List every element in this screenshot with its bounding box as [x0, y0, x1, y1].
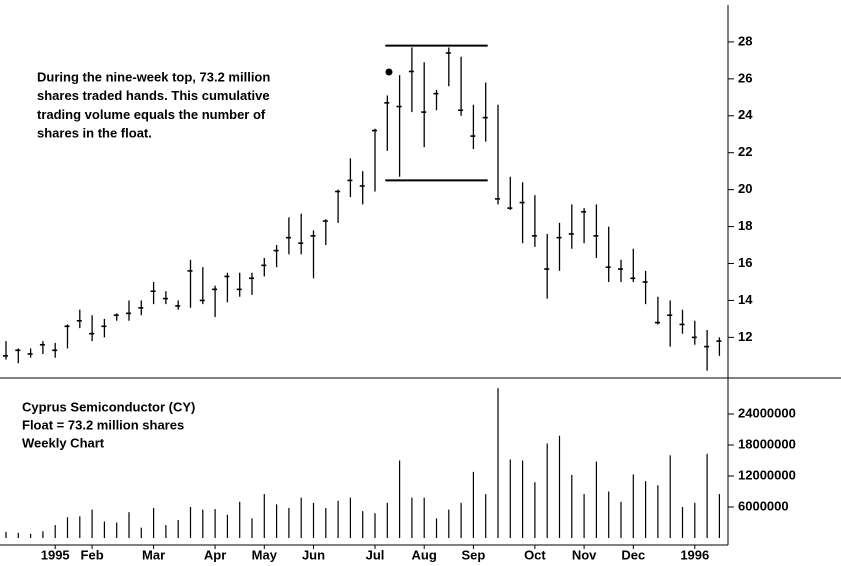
x-tick-label: Jul [366, 547, 385, 562]
y-tick-label: 12 [738, 329, 752, 344]
annotation-text: During the nine-week top, 73.2 million [37, 69, 270, 84]
annotation-text: shares traded hands. This cumulative [37, 88, 270, 103]
x-tick-label: Aug [412, 547, 437, 562]
y-tick-label: 18 [738, 218, 752, 233]
annotation-text: shares in the float. [37, 126, 152, 141]
y-tick-label: 14 [738, 292, 753, 307]
x-tick-label: Oct [524, 547, 546, 562]
x-tick-label: Sep [461, 547, 485, 562]
panel-title: Cyprus Semiconductor (CY) [22, 399, 195, 414]
panel-title: Weekly Chart [22, 435, 105, 450]
y-tick-label: 20 [738, 181, 752, 196]
annotation-dot [385, 68, 393, 76]
y-tick-label: 26 [738, 70, 752, 85]
x-tick-label: 1995 [41, 547, 70, 562]
x-tick-label: Mar [142, 547, 165, 562]
panel-title: Float = 73.2 million shares [22, 417, 184, 432]
x-tick-label: May [252, 547, 278, 562]
y-tick-label: 22 [738, 144, 752, 159]
y-tick-label: 28 [738, 33, 752, 48]
y2-tick-label: 18000000 [738, 436, 796, 451]
x-tick-label: Dec [621, 547, 645, 562]
y2-tick-label: 12000000 [738, 467, 796, 482]
y-tick-label: 16 [738, 255, 752, 270]
annotation-text: trading volume equals the number of [37, 107, 266, 122]
x-tick-label: 1996 [680, 547, 709, 562]
x-tick-label: Apr [204, 547, 226, 562]
y-tick-label: 24 [738, 107, 753, 122]
x-tick-label: Feb [81, 547, 104, 562]
x-tick-label: Jun [302, 547, 325, 562]
y2-tick-label: 6000000 [738, 498, 789, 513]
x-tick-label: Nov [572, 547, 597, 562]
y2-tick-label: 24000000 [738, 405, 796, 420]
